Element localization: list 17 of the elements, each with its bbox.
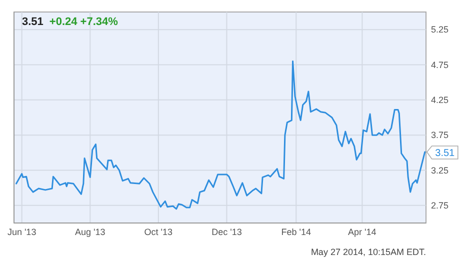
data-label: 3.51 bbox=[435, 148, 456, 159]
y-tick-label: 3.75 bbox=[431, 130, 449, 140]
x-tick-label: Aug '13 bbox=[75, 227, 106, 237]
y-tick-label: 4.75 bbox=[431, 60, 449, 70]
y-tick-label: 2.75 bbox=[431, 200, 449, 210]
text: May 27 2014, 10:15AM EDT. bbox=[310, 247, 426, 257]
x-tick-label: Feb '14 bbox=[281, 227, 312, 237]
chart-subtitle: +0.24 +7.34% bbox=[49, 16, 118, 28]
y-tick-label: 5.25 bbox=[431, 24, 449, 35]
line-series bbox=[15, 60, 426, 210]
x-tick-label: Jun '13 bbox=[7, 227, 36, 237]
x-tick-label: Dec '13 bbox=[212, 227, 242, 237]
y-tick-label: 3.25 bbox=[431, 165, 449, 176]
y-tick-label: 4.25 bbox=[431, 94, 449, 105]
x-tick-label: Oct '13 bbox=[144, 227, 173, 237]
x-tick-label: Apr '14 bbox=[348, 227, 376, 237]
chart-title: 3.51 bbox=[22, 16, 44, 28]
